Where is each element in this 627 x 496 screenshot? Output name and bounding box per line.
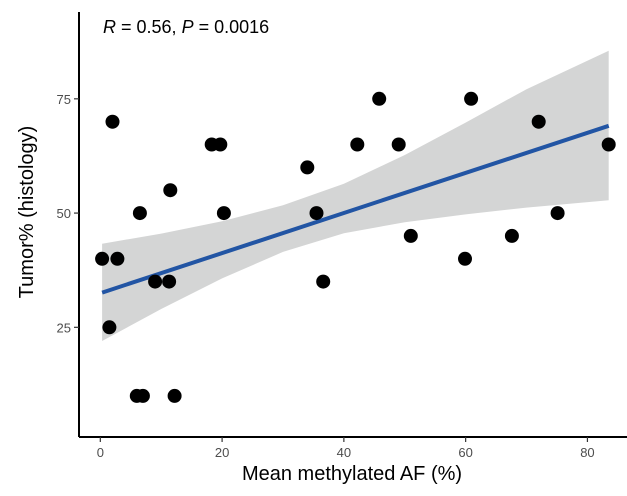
data-point — [372, 91, 387, 106]
data-point — [464, 91, 479, 106]
tick-layer: 0 20 40 60 80 25 50 75 — [57, 92, 595, 460]
data-point — [403, 228, 418, 243]
fit-line-layer — [101, 123, 610, 295]
data-point — [391, 137, 406, 152]
confidence-band-layer — [102, 50, 609, 342]
x-tick-label: 0 — [97, 445, 104, 460]
y-tick-label: 50 — [57, 206, 71, 221]
data-point — [95, 251, 110, 266]
y-tick-label: 25 — [57, 320, 71, 335]
data-point — [531, 114, 546, 129]
x-tick-label: 40 — [337, 445, 351, 460]
data-points-layer — [95, 91, 616, 403]
correlation-annotation: R = 0.56, P = 0.0016 — [103, 17, 269, 37]
data-point — [458, 251, 472, 266]
confidence-band — [102, 50, 609, 342]
data-point — [550, 206, 565, 221]
data-point — [504, 228, 519, 243]
data-point — [135, 388, 150, 403]
p-symbol: P — [182, 17, 194, 37]
data-point — [148, 274, 163, 289]
r-symbol: R — [103, 17, 116, 37]
axes-layer — [78, 12, 627, 438]
regression-line — [101, 123, 610, 295]
x-tick-label: 60 — [458, 445, 472, 460]
data-point — [132, 206, 147, 221]
x-axis-title: Mean methylated AF (%) — [242, 463, 462, 485]
y-tick-label: 75 — [57, 92, 71, 107]
data-point — [300, 160, 315, 175]
x-tick-label: 20 — [215, 445, 229, 460]
data-point — [216, 206, 231, 221]
data-point — [309, 206, 324, 221]
data-point — [350, 137, 365, 152]
p-value: = 0.0016 — [194, 17, 270, 37]
r-value: = 0.56, — [116, 17, 182, 37]
data-point — [167, 388, 182, 403]
data-point — [102, 320, 117, 335]
data-point — [162, 274, 177, 289]
x-tick-label: 80 — [580, 445, 594, 460]
data-point — [110, 251, 125, 266]
data-point — [601, 137, 616, 152]
data-point — [213, 137, 228, 152]
data-point — [316, 274, 331, 289]
y-axis-title: Tumor% (histology) — [16, 126, 38, 299]
data-point — [105, 114, 120, 129]
data-point — [163, 183, 178, 198]
